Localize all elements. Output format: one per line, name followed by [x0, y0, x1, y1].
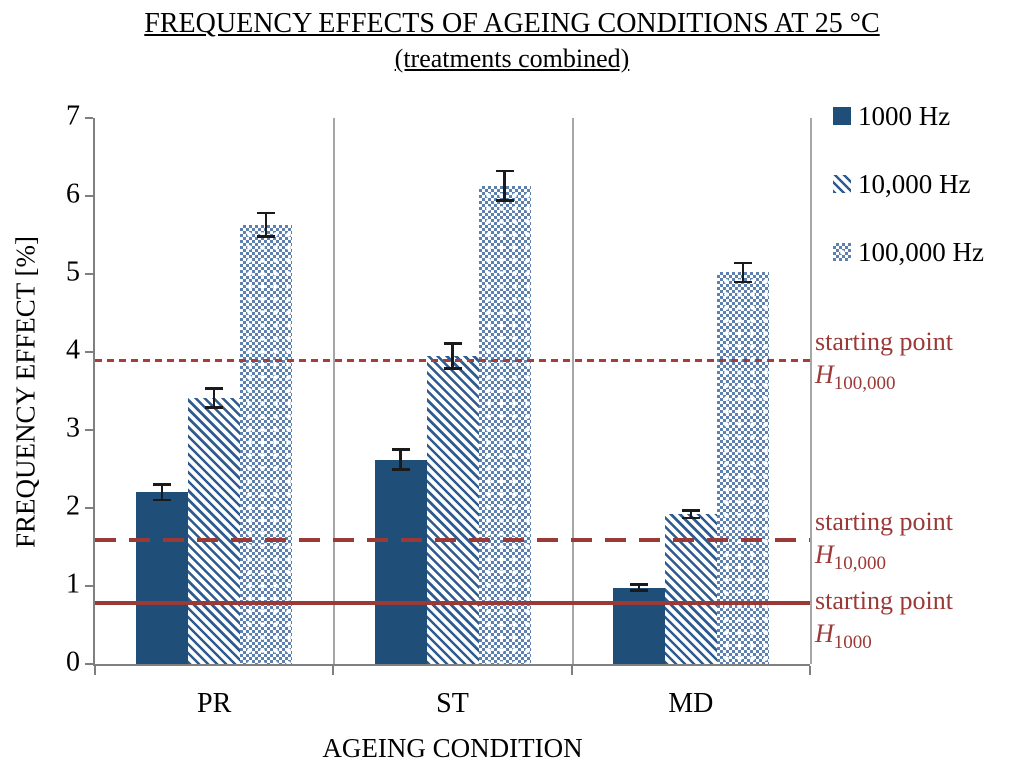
error-bar-cap-top	[733, 261, 752, 265]
reference-label-text: starting point	[815, 506, 953, 536]
reference-label-text: starting point	[815, 327, 953, 357]
error-bar-cap-bottom	[681, 516, 700, 520]
solid-swatch-icon	[833, 107, 851, 125]
error-bar-cap-bottom	[205, 406, 224, 409]
legend: 1000 Hz 10,000 Hz 100,000 Hz	[833, 101, 984, 305]
error-bar-cap-bottom	[153, 498, 172, 502]
h-subscript: 100,000	[833, 373, 896, 395]
x-tickmark	[809, 666, 811, 675]
x-tickmark	[94, 666, 96, 675]
reference-line-1000	[95, 601, 810, 606]
error-bar-cap-top	[629, 583, 648, 586]
y-tick-label: 7	[66, 100, 80, 132]
y-tickmark	[85, 429, 93, 431]
y-axis-title: FREQUENCY EFFECT [%]	[10, 235, 41, 549]
error-bar-stem	[503, 171, 506, 201]
reference-label-symbol-line: H1000	[815, 617, 953, 659]
y-tickmark	[85, 117, 93, 119]
legend-item-solid: 1000 Hz	[833, 101, 984, 169]
chart-title: FREQUENCY EFFECTS OF AGEING CONDITIONS A…	[144, 8, 880, 39]
hatch-swatch-icon	[833, 175, 851, 193]
h-symbol: H	[815, 539, 834, 569]
h-symbol: H	[815, 360, 834, 390]
y-tickmark	[85, 507, 93, 509]
error-bar-cap-bottom	[495, 199, 514, 202]
error-bar-stem	[399, 449, 402, 470]
reference-label-symbol-line: H10,000	[815, 538, 953, 580]
error-bar-cap-top	[681, 509, 700, 512]
y-tickmark	[85, 663, 93, 665]
error-bar-stem	[741, 263, 745, 282]
x-axis-title: AGEING CONDITION	[322, 733, 583, 763]
error-bar-cap-bottom	[629, 589, 648, 592]
y-tick-label: 4	[66, 334, 80, 366]
error-bar-cap-bottom	[443, 367, 462, 370]
legend-item-hatch: 10,000 Hz	[833, 169, 984, 237]
panel-separator	[333, 118, 336, 664]
reference-label-text: starting point	[815, 586, 953, 616]
x-category-label: PR	[197, 688, 232, 719]
panel-right-border	[810, 118, 812, 664]
error-bar-cap-bottom	[257, 235, 276, 238]
reference-label-symbol-line: H100,000	[815, 358, 953, 400]
h-subscript: 1000	[833, 632, 872, 654]
bar-MD-hatch	[664, 514, 717, 664]
bar-ST-solid	[374, 459, 427, 664]
error-bar-stem	[637, 584, 641, 591]
error-bar-stem	[689, 510, 693, 519]
y-tickmark	[85, 351, 93, 353]
x-tickmark	[570, 666, 573, 675]
y-tick-label: 0	[66, 646, 80, 678]
y-tick-label: 3	[66, 412, 80, 444]
y-tick-label: 6	[66, 178, 80, 210]
dots-swatch-icon	[833, 243, 851, 261]
reference-line-10,000	[95, 537, 810, 542]
legend-label: 100,000 Hz	[858, 237, 984, 267]
y-tick-label: 1	[66, 568, 80, 600]
x-category-label: MD	[668, 688, 714, 719]
y-tickmark	[85, 585, 93, 587]
reference-label-10,000: starting point H10,000	[815, 505, 953, 580]
bar-PR-solid	[136, 492, 189, 664]
error-bar-cap-top	[257, 211, 276, 215]
x-category-label: ST	[436, 688, 469, 719]
legend-label: 10,000 Hz	[858, 169, 971, 199]
error-bar-cap-bottom	[391, 468, 410, 472]
bar-MD-dots	[716, 272, 769, 664]
y-tick-label: 5	[66, 256, 80, 288]
error-bar-cap-bottom	[733, 280, 752, 284]
error-bar-stem	[212, 388, 216, 408]
h-subscript: 10,000	[833, 553, 887, 575]
legend-item-dots: 100,000 Hz	[833, 237, 984, 305]
x-tickmark	[332, 666, 335, 675]
error-bar-stem	[160, 484, 164, 501]
y-axis-line	[93, 118, 95, 666]
reference-label-100,000: starting point H100,000	[815, 325, 953, 400]
error-bar-stem	[264, 213, 268, 237]
error-bar-stem	[451, 343, 454, 369]
error-bar-cap-top	[443, 342, 462, 345]
error-bar-cap-top	[495, 169, 514, 173]
y-tick-label: 2	[66, 490, 80, 522]
legend-label: 1000 Hz	[858, 101, 951, 131]
bar-ST-hatch	[426, 355, 479, 664]
reference-label-1000: starting point H1000	[815, 584, 953, 659]
bar-MD-solid	[612, 587, 665, 664]
bar-PR-dots	[240, 224, 293, 664]
error-bar-cap-top	[153, 483, 172, 486]
h-symbol: H	[815, 619, 834, 649]
error-bar-cap-top	[205, 387, 224, 390]
y-tickmark	[85, 195, 93, 197]
bar-ST-dots	[478, 185, 531, 664]
x-axis-line	[93, 664, 810, 666]
y-tickmark	[85, 273, 93, 275]
bar-PR-hatch	[188, 398, 241, 664]
chart-subtitle: (treatments combined)	[394, 44, 630, 73]
error-bar-cap-top	[391, 448, 410, 451]
panel-separator	[571, 118, 574, 664]
